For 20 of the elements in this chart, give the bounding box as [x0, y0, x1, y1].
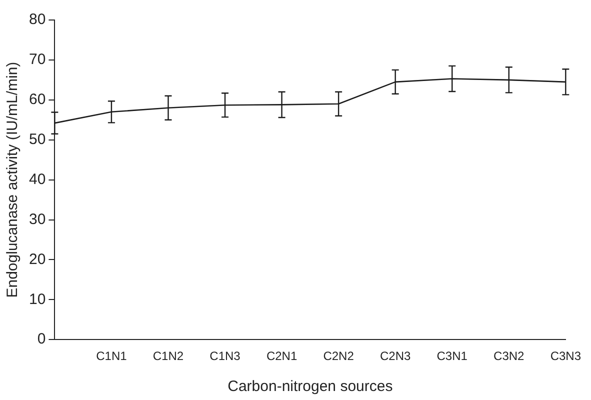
- x-tick-label: C3N2: [494, 349, 525, 364]
- x-tick-label: C2N1: [266, 349, 298, 364]
- y-axis-title: Endoglucanase activity (IU/mL/min): [4, 62, 22, 298]
- x-axis-title: Carbon-nitrogen sources: [228, 378, 393, 396]
- y-tick-label: 70: [28, 51, 46, 68]
- y-tick-label: 20: [28, 250, 46, 268]
- x-tick-label: C3N1: [436, 349, 468, 364]
- x-tick-label: C2N2: [323, 349, 354, 364]
- y-tick-label: 40: [28, 170, 46, 188]
- x-tick-label: C2N3: [380, 349, 411, 364]
- y-tick-label: 50: [28, 130, 46, 148]
- y-tick-label: 30: [28, 210, 46, 228]
- y-tick-label: 10: [28, 290, 46, 308]
- y-tick-label: 80: [28, 11, 46, 28]
- x-tick-label: C3N3: [550, 349, 582, 364]
- x-tick-label: C1N3: [210, 349, 241, 364]
- x-tick-label: C1N2: [152, 349, 184, 364]
- x-tick-label: C1N1: [96, 349, 128, 364]
- y-tick-label: 60: [28, 91, 46, 108]
- y-tick-label: 0: [37, 330, 46, 348]
